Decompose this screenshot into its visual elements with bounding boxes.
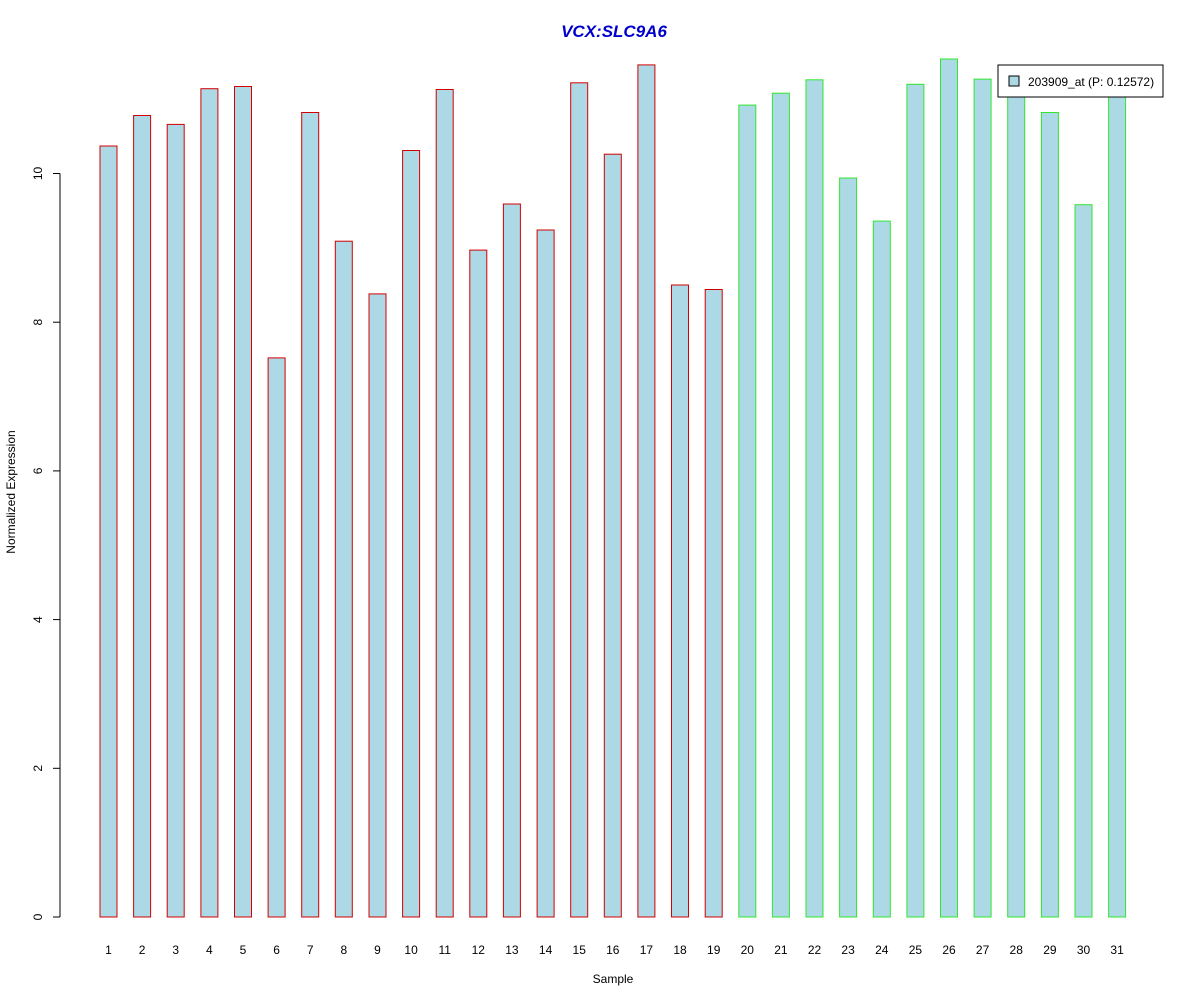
bar-sample-25 [906,83,925,918]
x-tick-label-22: 22 [808,943,822,957]
bar-sample-19 [704,289,723,918]
bar-sample-24 [872,220,891,918]
y-axis: 0 2 4 6 8 10 [31,167,61,920]
x-tick-label-4: 4 [206,943,213,957]
x-tick-label-12: 12 [472,943,486,957]
x-tick-label-2: 2 [139,943,146,957]
bar-sample-30 [1074,204,1093,918]
x-tick-label-13: 13 [505,943,519,957]
x-tick-label-11: 11 [438,943,451,957]
bar-sample-18 [671,284,689,918]
legend: 203909_at (P: 0.12572) [997,64,1164,98]
x-tick-label-16: 16 [606,943,620,957]
y-tick-label-6: 6 [31,467,45,474]
x-tick-label-31: 31 [1110,943,1124,957]
y-tick-label-0: 0 [31,913,45,920]
bar-sample-4 [200,88,219,918]
bar-sample-10 [402,150,421,918]
bar-sample-8 [334,240,353,918]
x-tick-label-10: 10 [404,943,418,957]
bar-sample-12 [469,249,488,918]
bar-sample-13 [502,203,521,918]
bar-sample-2 [133,115,152,918]
bar-sample-5 [234,86,252,918]
x-axis-label: Sample [593,972,634,986]
x-tick-label-20: 20 [741,943,755,957]
x-tick-label-24: 24 [875,943,889,957]
legend-label: 203909_at (P: 0.12572) [1028,75,1154,89]
x-tick-label-28: 28 [1010,943,1024,957]
bar-sample-3 [166,123,185,918]
legend-swatch [1008,75,1020,87]
bar-sample-27 [973,78,992,918]
bar-sample-29 [1040,112,1059,918]
x-tick-label-7: 7 [307,943,314,957]
bar-sample-15 [570,82,589,918]
x-tick-label-25: 25 [909,943,923,957]
x-tick-label-8: 8 [340,943,347,957]
x-tick-label-1: 1 [105,943,112,957]
bar-sample-14 [536,229,555,918]
x-tick-label-29: 29 [1043,943,1057,957]
x-tick-label-23: 23 [841,943,855,957]
y-tick-label-4: 4 [31,616,45,623]
x-tick-label-21: 21 [774,943,788,957]
bar-sample-1 [99,145,118,918]
x-tick-label-3: 3 [172,943,179,957]
y-tick-label-2: 2 [31,765,45,772]
bar-sample-6 [267,357,286,918]
bar-sample-16 [603,153,622,918]
bar-sample-22 [805,79,824,918]
x-tick-label-17: 17 [640,943,654,957]
y-axis-label: Normalized Expression [4,430,18,553]
legend-box [997,64,1164,98]
chart-title: VCX:SLC9A6 [561,22,667,41]
bar-sample-11 [435,89,454,918]
bar-sample-23 [839,177,858,918]
bar-sample-7 [301,112,320,918]
bar-sample-17 [637,64,656,918]
x-axis: 1 2 3 4 5 6 7 8 9 10 11 12 13 14 15 16 17 18 19 20 21 22 23 24 2… [105,943,1124,957]
bars-layer [99,58,1127,918]
x-tick-label-5: 5 [240,943,247,957]
bar-sample-20 [738,104,757,918]
x-tick-label-14: 14 [539,943,553,957]
x-tick-label-27: 27 [976,943,990,957]
y-tick-label-10: 10 [31,167,45,181]
bar-sample-9 [368,293,387,918]
x-tick-label-30: 30 [1077,943,1091,957]
bar-sample-28 [1007,89,1026,918]
y-tick-label-8: 8 [31,319,45,326]
x-tick-label-6: 6 [273,943,280,957]
x-tick-label-15: 15 [573,943,587,957]
x-tick-label-18: 18 [673,943,687,957]
x-tick-label-9: 9 [374,943,381,957]
x-tick-label-26: 26 [942,943,956,957]
x-tick-label-19: 19 [707,943,721,957]
bar-sample-21 [771,92,790,918]
bar-sample-26 [940,58,958,918]
bar-sample-31 [1108,91,1127,918]
